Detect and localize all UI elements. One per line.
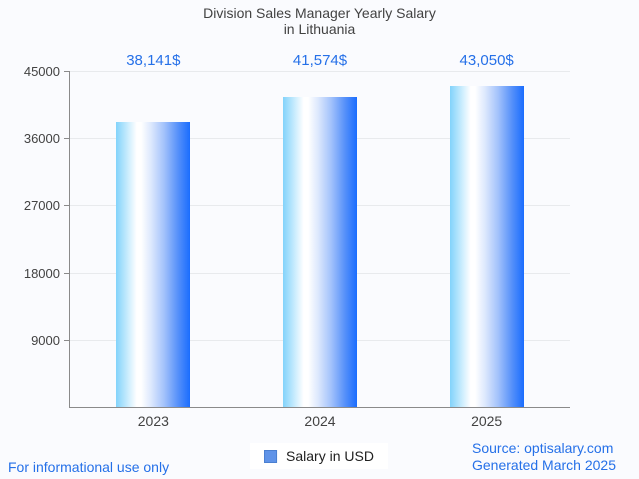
y-axis-tick [64,272,70,274]
y-tick-label: 27000 [23,198,60,214]
y-axis-tick [64,138,70,140]
y-axis-line [69,71,70,408]
x-tick-label: 2023 [137,413,169,429]
gridline [70,71,570,72]
value-label: 43,050$ [459,52,514,69]
y-axis-tick [64,71,70,72]
bar-2025 [450,86,524,407]
chart-title-line-1: Division Sales Manager Yearly Salary [203,5,436,21]
legend-swatch-icon [264,449,278,463]
x-tick-label: 2024 [304,413,336,429]
y-tick-label: 45000 [23,64,60,79]
y-tick-label: 36000 [23,131,60,147]
x-axis-line [70,407,570,408]
chart-title-line-2: in Lithuania [283,21,356,37]
value-label: 38,141$ [126,52,181,69]
y-axis-tick [64,205,70,207]
legend: Salary in USD [250,443,388,469]
chart-title: Division Sales Manager Yearly Salary in … [0,5,639,37]
bar-2023 [116,122,190,407]
footer-disclaimer: For informational use only [8,459,170,475]
y-tick-label: 9000 [31,332,60,348]
bar-2024 [283,97,357,407]
y-tick-label: 18000 [23,265,60,281]
legend-label: Salary in USD [286,448,374,464]
x-tick-label: 2025 [471,413,503,429]
generated-date: Generated March 2025 [472,457,616,473]
plot-area [70,71,570,407]
y-axis-tick [64,339,70,341]
source-link[interactable]: Source: optisalary.com [472,440,614,456]
value-label: 41,574$ [292,52,348,69]
footer-source: Source: optisalary.com Generated March 2… [472,440,616,474]
